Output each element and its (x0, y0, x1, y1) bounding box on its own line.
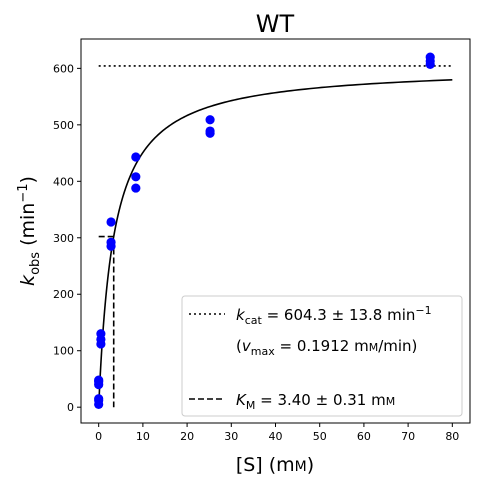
data-point (205, 115, 215, 125)
data-point (205, 128, 215, 138)
chart-title: WT (256, 10, 295, 38)
y-label-k: k (17, 274, 39, 286)
x-label-main: [S] (m (236, 454, 295, 476)
data-points (94, 52, 435, 409)
y-tick-label: 400 (53, 175, 74, 188)
y-tick-label: 100 (53, 345, 74, 358)
legend-vmax-label: (vmax = 0.1912 mM/min) (236, 337, 417, 358)
x-ticks: 0 10 20 30 40 50 60 70 80 (95, 423, 459, 443)
legend-km-label: KM = 3.40 ± 0.31 mM (236, 391, 395, 412)
y-tick-label: 300 (53, 232, 74, 245)
data-point (106, 237, 116, 247)
y-axis-label: kobs (min−1) (16, 176, 43, 286)
data-point (94, 395, 104, 406)
x-tick-label: 20 (180, 430, 194, 443)
x-tick-label: 0 (95, 430, 102, 443)
km-dashed-line (98, 235, 115, 408)
x-label-close: ) (307, 454, 314, 476)
x-axis-label: [S] (mM) (236, 454, 314, 476)
x-tick-label: 60 (357, 430, 371, 443)
fit-curve (98, 79, 453, 403)
y-ticks: 0 100 200 300 400 500 600 (53, 62, 81, 414)
data-point (131, 152, 141, 162)
y-tick-label: 200 (53, 288, 74, 301)
x-tick-label: 50 (313, 430, 327, 443)
legend-kcat-label: kcat = 604.3 ± 13.8 min−1 (236, 304, 432, 327)
data-point (131, 183, 141, 193)
y-label-close: ) (17, 176, 39, 183)
x-tick-label: 10 (136, 430, 150, 443)
y-label-sub: obs (28, 252, 43, 275)
data-point (425, 59, 435, 70)
x-label-small: M (295, 459, 307, 475)
data-point (131, 172, 141, 182)
data-point (94, 375, 104, 385)
y-tick-label: 500 (53, 119, 74, 132)
data-point (96, 329, 106, 339)
x-tick-label: 80 (445, 430, 459, 443)
legend: kcat = 604.3 ± 13.8 min−1 (vmax = 0.1912… (181, 295, 463, 417)
y-label-open: (min (17, 203, 39, 252)
y-tick-label: 600 (53, 62, 74, 75)
y-label-sup: −1 (16, 183, 31, 202)
y-tick-label: 0 (67, 401, 74, 414)
x-tick-label: 70 (401, 430, 415, 443)
legend-box (181, 295, 463, 417)
x-tick-label: 30 (224, 430, 238, 443)
data-point (106, 217, 116, 227)
x-tick-label: 40 (269, 430, 283, 443)
